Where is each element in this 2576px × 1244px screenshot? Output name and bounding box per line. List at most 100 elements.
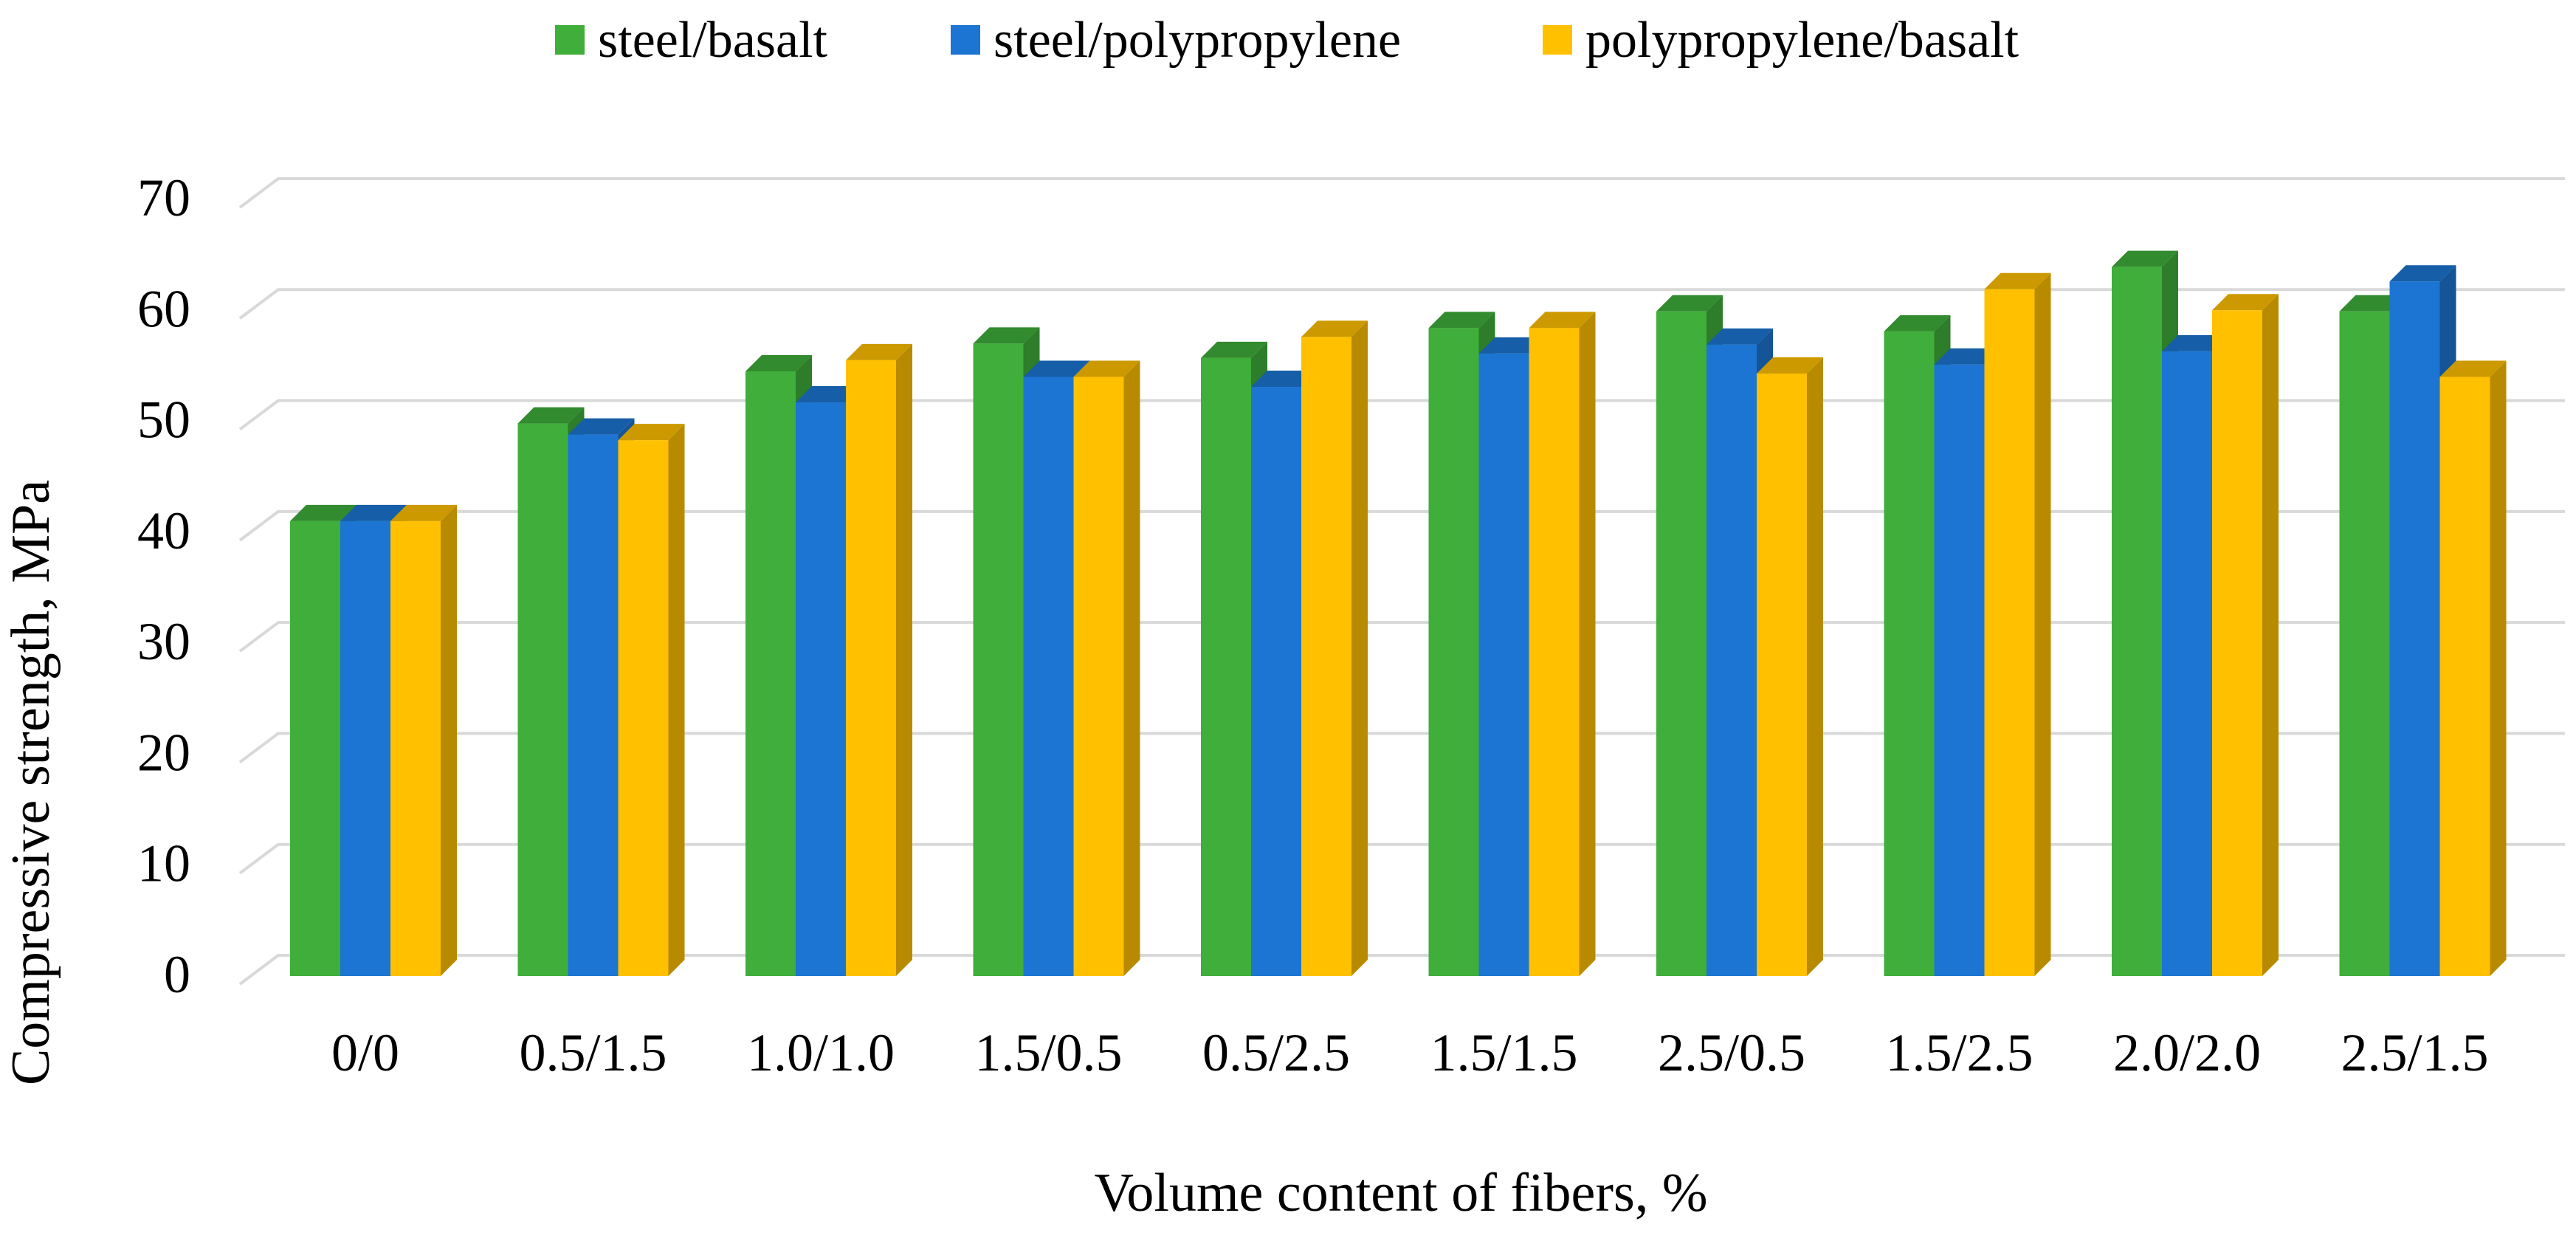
bar-front (1478, 353, 1529, 976)
x-tick-label: 2.5/0.5 (1658, 1023, 1805, 1082)
y-axis-ticks: 0 10 20 30 40 50 60 70 (137, 168, 190, 1004)
bar-top (1884, 315, 1951, 331)
legend-label: polypropylene/basalt (1585, 12, 2019, 69)
bar (846, 343, 912, 976)
legend-item: polypropylene/basalt (1543, 12, 2019, 69)
bar-top (1707, 328, 1773, 345)
bar (2212, 294, 2279, 976)
bar (1757, 357, 1823, 976)
bar-front (1428, 328, 1479, 976)
bar-side (2034, 272, 2051, 976)
bar-top (1428, 312, 1495, 329)
legend-swatch (555, 25, 585, 55)
y-tick-label: 30 (137, 612, 190, 671)
bar-top (2339, 295, 2406, 312)
bar-front (618, 440, 669, 976)
bar (1073, 360, 1140, 976)
bar-front (1301, 337, 1351, 977)
bar-front (1934, 364, 1985, 976)
bar-side (441, 504, 457, 976)
gridline (238, 288, 2565, 320)
x-axis-title: Volume content of fibers, % (1095, 1163, 1708, 1223)
bar-front (1023, 377, 1074, 976)
bar-top (340, 504, 407, 521)
x-tick-label: 1.0/1.0 (747, 1023, 895, 1082)
bar-front (2339, 311, 2390, 976)
bar-top (1934, 348, 2001, 365)
legend-label: steel/polypropylene (993, 12, 1401, 69)
legend-item: steel/polypropylene (951, 12, 1401, 69)
bar-front (1884, 331, 1935, 977)
bar-front (2162, 351, 2212, 976)
gridline (238, 177, 2565, 209)
legend: steel/basalt steel/polypropylene polypropy… (555, 12, 2019, 69)
bar-front (2112, 267, 2162, 976)
bar-front (2439, 377, 2490, 976)
y-tick-label: 20 (137, 723, 190, 782)
bar-side (1807, 357, 1823, 976)
y-tick-label: 50 (137, 391, 190, 450)
bar-top (290, 504, 357, 521)
y-tick-label: 70 (137, 168, 190, 227)
bar-front (340, 520, 390, 976)
bar-side (2490, 360, 2507, 976)
bar-top (1656, 295, 1723, 312)
bar-front (1251, 386, 1301, 976)
bar (390, 504, 457, 976)
legend-swatch (951, 25, 980, 55)
bar-side (1123, 360, 1140, 976)
x-tick-label: 1.5/2.5 (1885, 1023, 2033, 1082)
bar-front (1984, 289, 2035, 976)
bar (1301, 320, 1368, 977)
bar-top (1251, 370, 1318, 387)
x-tick-label: 2.5/1.5 (2341, 1023, 2488, 1082)
x-tick-label: 1.5/0.5 (974, 1023, 1122, 1082)
x-tick-label: 0/0 (331, 1023, 399, 1082)
y-tick-label: 10 (137, 834, 190, 893)
bar-front (290, 520, 340, 976)
bar-top (1529, 312, 1596, 329)
bar-side (896, 343, 912, 976)
bar-top (796, 386, 862, 403)
bar-top (568, 418, 635, 435)
bars (290, 250, 2507, 977)
bar-front (2212, 310, 2262, 976)
bar-front (973, 343, 1024, 976)
bar-side (668, 424, 685, 976)
bar-front (1529, 328, 1580, 976)
bar-top (1073, 360, 1140, 377)
y-tick-label: 40 (137, 501, 190, 560)
y-axis-title: Compressive strength, MPa (1, 480, 61, 1085)
bar-top (1757, 357, 1823, 374)
bar-top (846, 343, 912, 360)
bar-top (2389, 265, 2456, 282)
bar-front (1707, 344, 1757, 977)
bar-side (1351, 320, 1368, 977)
x-tick-label: 2.0/2.0 (2113, 1023, 2261, 1082)
bar-front (1757, 373, 1807, 976)
bar-front (846, 360, 896, 976)
bar-top (1023, 360, 1090, 377)
x-axis-ticks: 0/0 0.5/1.5 1.0/1.0 1.5/0.5 0.5/2.5 1.5/1.5 2.… (331, 1023, 2489, 1082)
bar-top (1301, 320, 1368, 337)
gridlines (238, 177, 2565, 986)
bar-top (618, 424, 685, 441)
legend-label: steel/basalt (598, 12, 828, 69)
bar-front (568, 434, 619, 976)
bar-top (973, 327, 1040, 344)
bar (618, 424, 685, 976)
bar-top (1478, 337, 1546, 354)
bar-front (1201, 357, 1251, 976)
bar-front (2389, 281, 2440, 976)
legend-item: steel/basalt (555, 12, 828, 69)
bar-front (796, 402, 846, 976)
bar-top (390, 504, 457, 521)
bar-top (2439, 360, 2507, 377)
x-tick-label: 1.5/1.5 (1430, 1023, 1577, 1082)
bar-front (1073, 377, 1124, 976)
bar-side (1579, 312, 1596, 976)
bar (2439, 360, 2507, 976)
bar (1984, 272, 2051, 976)
